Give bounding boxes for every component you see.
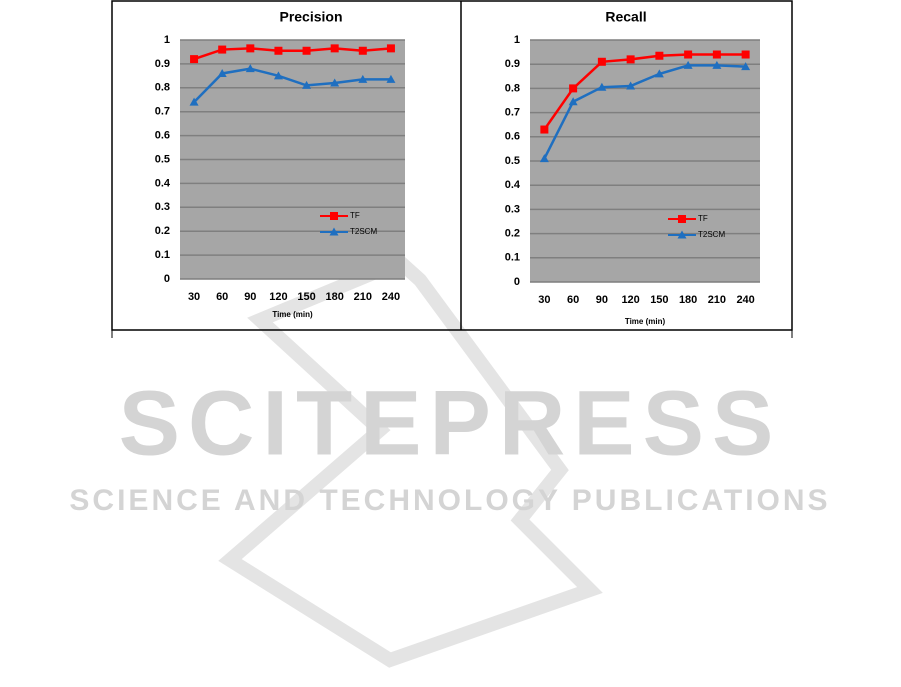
legend-label: TF	[698, 214, 708, 223]
marker	[245, 64, 255, 73]
x-tick-label: 60	[567, 294, 579, 306]
legend-label: T2SCM	[698, 230, 725, 239]
y-tick-label: 1	[164, 34, 170, 46]
y-tick-label: 0.4	[505, 179, 521, 191]
marker	[302, 46, 311, 55]
marker	[569, 84, 578, 93]
marker	[684, 50, 693, 59]
legend-label: T2SCM	[350, 227, 377, 236]
marker	[217, 68, 227, 77]
y-tick-label: 0.5	[505, 155, 520, 167]
chart-title: Precision	[279, 9, 342, 25]
x-tick-label: 210	[708, 294, 726, 306]
y-tick-label: 1	[514, 34, 520, 46]
marker	[190, 55, 199, 64]
y-tick-label: 0.9	[155, 58, 170, 70]
marker	[358, 46, 367, 55]
marker	[741, 50, 750, 59]
marker	[330, 78, 340, 87]
y-tick-label: 0.4	[155, 177, 171, 189]
marker	[386, 74, 396, 83]
marker	[539, 154, 549, 163]
x-tick-label: 240	[382, 291, 400, 303]
marker	[677, 230, 687, 239]
y-tick-label: 0.3	[505, 203, 520, 215]
y-tick-label: 0.8	[155, 82, 170, 94]
marker	[218, 45, 227, 54]
marker	[358, 74, 368, 83]
x-tick-label: 30	[538, 294, 550, 306]
marker	[626, 81, 636, 90]
y-tick-label: 0.2	[505, 228, 520, 240]
y-tick-label: 0.1	[155, 249, 170, 261]
series-line	[543, 53, 746, 131]
series-line	[193, 67, 391, 104]
marker	[568, 97, 578, 106]
marker	[540, 125, 549, 134]
marker	[678, 215, 686, 223]
marker	[626, 55, 635, 64]
series-line	[193, 47, 392, 61]
marker	[189, 97, 199, 106]
x-tick-label: 150	[650, 294, 668, 306]
y-tick-label: 0.6	[505, 131, 520, 143]
series-line	[543, 64, 746, 160]
y-tick-label: 0.8	[505, 82, 520, 94]
marker	[683, 60, 693, 69]
x-tick-label: 210	[354, 291, 372, 303]
x-tick-label: 90	[244, 291, 256, 303]
x-tick-label: 240	[736, 294, 754, 306]
y-tick-label: 0.1	[505, 252, 520, 264]
y-tick-label: 0	[514, 276, 520, 288]
marker	[273, 71, 283, 80]
marker	[246, 44, 255, 53]
frame	[111, 0, 793, 331]
marker	[386, 44, 395, 53]
legend-label: TF	[350, 211, 360, 220]
marker	[741, 62, 751, 71]
x-tick-label: 60	[216, 291, 228, 303]
watermark-title: SCITEPRESS	[119, 372, 782, 474]
x-tick-label: 180	[326, 291, 344, 303]
x-tick-label: 120	[269, 291, 287, 303]
marker	[712, 60, 722, 69]
y-tick-label: 0.6	[155, 130, 170, 142]
marker	[655, 51, 664, 60]
marker	[712, 50, 721, 59]
marker	[654, 69, 664, 78]
x-tick-label: 120	[621, 294, 639, 306]
x-axis-title: Time (min)	[625, 317, 666, 326]
y-tick-label: 0.2	[155, 225, 170, 237]
marker	[597, 57, 606, 66]
y-tick-label: 0.7	[155, 106, 170, 118]
x-tick-label: 150	[297, 291, 315, 303]
marker	[330, 44, 339, 53]
y-tick-label: 0.3	[155, 201, 170, 213]
watermark-subtitle: SCIENCE AND TECHNOLOGY PUBLICATIONS	[69, 484, 830, 517]
x-tick-label: 30	[188, 291, 200, 303]
marker	[597, 82, 607, 91]
x-tick-label: 180	[679, 294, 697, 306]
chart-title: Recall	[605, 9, 646, 25]
marker	[330, 212, 338, 220]
marker	[302, 80, 312, 89]
x-axis-title: Time (min)	[272, 310, 313, 319]
marker	[274, 46, 283, 55]
y-tick-label: 0.7	[505, 107, 520, 119]
watermark-shape	[218, 253, 603, 668]
x-tick-label: 90	[596, 294, 608, 306]
y-tick-label: 0	[164, 273, 170, 285]
marker	[329, 227, 339, 236]
y-tick-label: 0.5	[155, 153, 170, 165]
y-tick-label: 0.9	[505, 58, 520, 70]
